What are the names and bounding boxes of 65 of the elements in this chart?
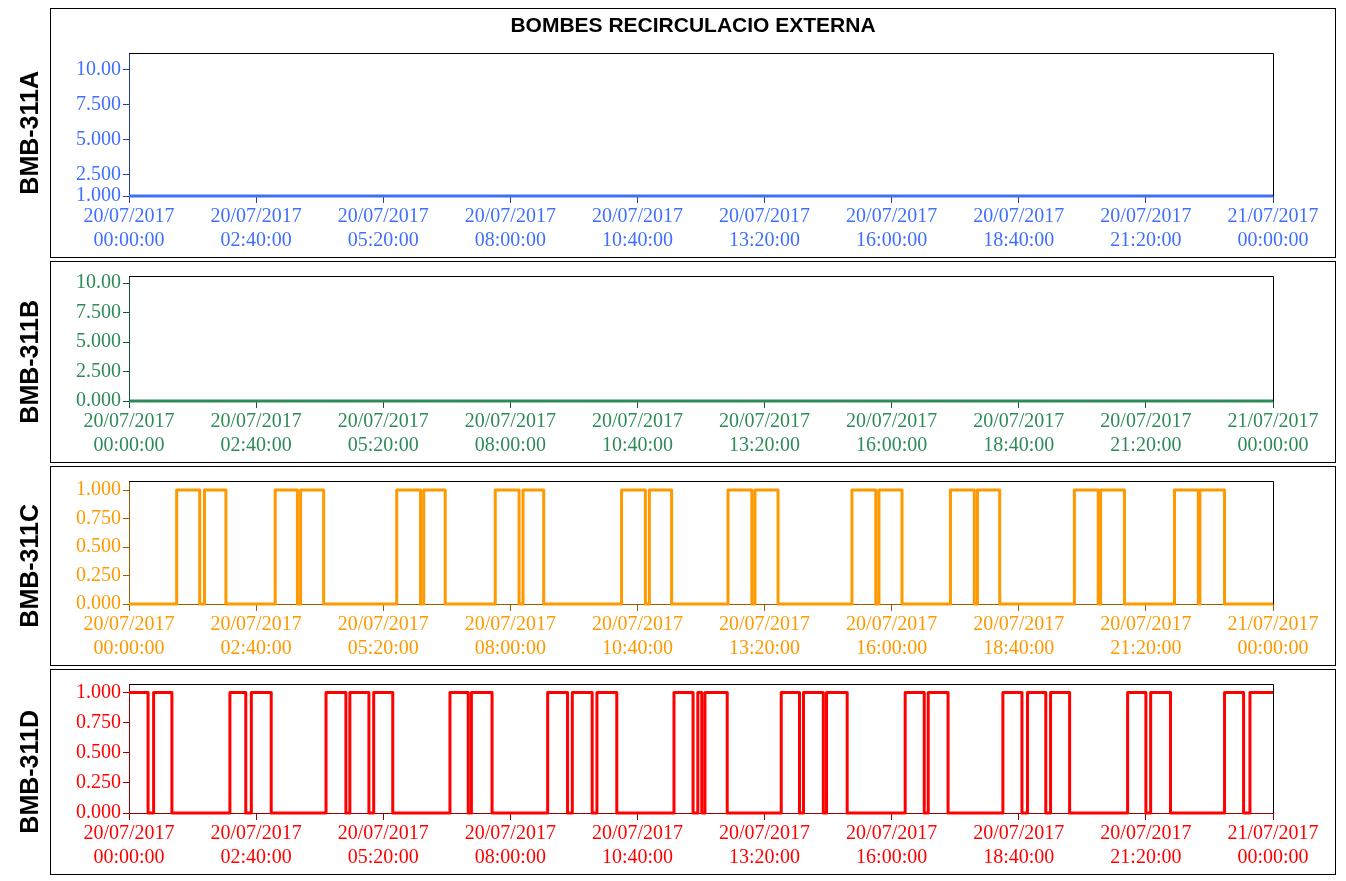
- chart-title: BOMBES RECIRCULACIO EXTERNA: [509, 12, 877, 38]
- x-tick-label: 20/07/2017 18:40:00: [973, 409, 1065, 456]
- x-tick-label: 21/07/2017 00:00:00: [1227, 821, 1319, 868]
- y-tick-label: 7.500: [76, 92, 121, 115]
- x-tick-label: 20/07/2017 02:40:00: [210, 409, 302, 456]
- x-tick-label: 20/07/2017 13:20:00: [718, 409, 811, 456]
- y-axis-title: BMB-311B: [14, 300, 44, 424]
- y-tick-label: 2.500: [76, 358, 121, 381]
- x-tick-label: 20/07/2017 10:40:00: [591, 204, 684, 251]
- y-tick-label: 5.000: [76, 127, 121, 150]
- x-tick-label: 20/07/2017 13:20:00: [718, 612, 811, 659]
- y-axis-title: BMB-311A: [14, 71, 44, 195]
- y-axis-title: BMB-311C: [14, 504, 44, 628]
- x-tick-label: 20/07/2017 00:00:00: [83, 612, 175, 659]
- x-tick-label: 20/07/2017 08:00:00: [464, 821, 556, 868]
- y-tick-label: 1.000: [76, 477, 121, 500]
- y-tick-label: 10.00: [76, 270, 121, 293]
- y-tick-label: 1.000: [76, 183, 121, 206]
- x-tick-label: 20/07/2017 18:40:00: [973, 821, 1065, 868]
- x-tick-label: 20/07/2017 21:20:00: [1100, 409, 1192, 456]
- x-tick-label: 20/07/2017 00:00:00: [83, 409, 175, 456]
- x-tick-label: 20/07/2017 08:00:00: [464, 612, 556, 659]
- x-tick-label: 20/07/2017 13:20:00: [718, 204, 811, 251]
- y-tick-label: 5.000: [76, 329, 121, 352]
- y-tick-label: 0.000: [76, 591, 121, 614]
- y-tick-label: 10.00: [76, 57, 121, 80]
- y-tick-label: 0.250: [76, 770, 121, 793]
- x-tick-label: 20/07/2017 05:20:00: [337, 612, 429, 659]
- x-tick-label: 20/07/2017 08:00:00: [464, 204, 556, 251]
- y-tick-label: 0.750: [76, 709, 121, 732]
- x-tick-label: 20/07/2017 10:40:00: [591, 612, 684, 659]
- y-tick-label: 0.000: [76, 388, 121, 411]
- x-tick-label: 20/07/2017 21:20:00: [1100, 821, 1192, 868]
- x-tick-label: 20/07/2017 02:40:00: [210, 612, 302, 659]
- x-tick-label: 20/07/2017 16:00:00: [846, 204, 938, 251]
- x-tick-label: 20/07/2017 08:00:00: [464, 409, 556, 456]
- x-tick-label: 20/07/2017 02:40:00: [210, 204, 302, 251]
- x-tick-label: 20/07/2017 16:00:00: [846, 821, 938, 868]
- y-tick-label: 0.000: [76, 800, 121, 823]
- x-tick-label: 21/07/2017 00:00:00: [1227, 612, 1319, 659]
- x-tick-label: 20/07/2017 05:20:00: [337, 409, 429, 456]
- y-tick-label: 0.500: [76, 739, 121, 762]
- x-tick-label: 20/07/2017 00:00:00: [83, 821, 175, 868]
- x-tick-label: 20/07/2017 16:00:00: [846, 409, 938, 456]
- y-tick-label: 0.500: [76, 534, 121, 557]
- x-tick-label: 20/07/2017 05:20:00: [337, 204, 429, 251]
- x-tick-label: 20/07/2017 10:40:00: [591, 409, 684, 456]
- y-axis-title: BMB-311D: [14, 710, 44, 834]
- y-tick-label: 0.250: [76, 562, 121, 585]
- y-tick-label: 1.000: [76, 679, 121, 702]
- y-tick-label: 7.500: [76, 299, 121, 322]
- x-tick-label: 20/07/2017 13:20:00: [718, 821, 811, 868]
- x-tick-label: 20/07/2017 18:40:00: [973, 204, 1065, 251]
- x-tick-label: 20/07/2017 02:40:00: [210, 821, 302, 868]
- y-tick-label: 2.500: [76, 162, 121, 185]
- x-tick-label: 21/07/2017 00:00:00: [1227, 409, 1319, 456]
- x-tick-label: 20/07/2017 16:00:00: [846, 612, 938, 659]
- y-tick-label: 0.750: [76, 505, 121, 528]
- x-tick-label: 20/07/2017 21:20:00: [1100, 612, 1192, 659]
- x-tick-label: 20/07/2017 18:40:00: [973, 612, 1065, 659]
- x-tick-label: 21/07/2017 00:00:00: [1227, 204, 1319, 251]
- x-tick-label: 20/07/2017 05:20:00: [337, 821, 429, 868]
- x-tick-label: 20/07/2017 00:00:00: [83, 204, 175, 251]
- x-tick-label: 20/07/2017 21:20:00: [1100, 204, 1192, 251]
- x-tick-label: 20/07/2017 10:40:00: [591, 821, 684, 868]
